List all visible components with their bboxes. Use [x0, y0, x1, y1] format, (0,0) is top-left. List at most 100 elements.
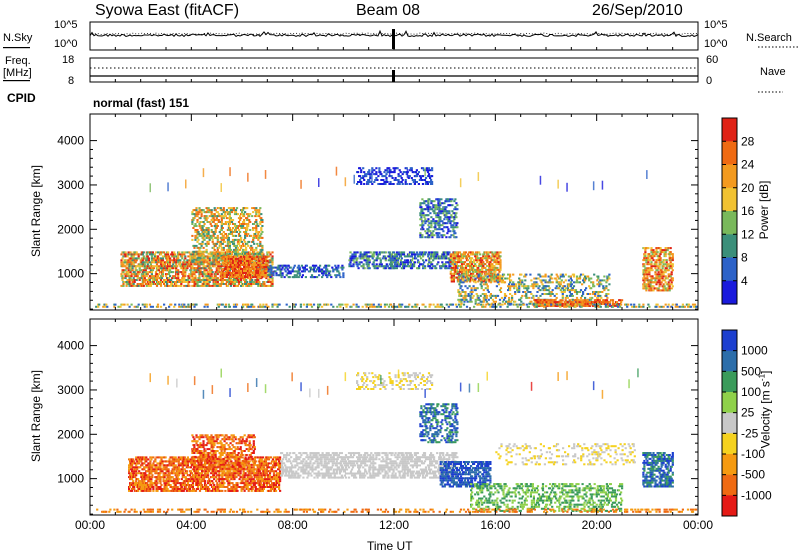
- data-cell: [524, 285, 527, 288]
- data-cell: [215, 271, 218, 274]
- data-cell: [260, 213, 263, 216]
- data-cell: [210, 211, 213, 214]
- data-cell: [318, 266, 321, 269]
- data-cell: [293, 276, 296, 279]
- data-cell: [253, 242, 256, 245]
- data-cell: [501, 300, 505, 303]
- data-cell: [214, 209, 217, 212]
- data-cell: [360, 169, 363, 172]
- data-cell: [407, 253, 411, 256]
- data-cell: [457, 289, 460, 292]
- data-cell: [549, 275, 552, 278]
- data-cell: [452, 257, 455, 260]
- data-cell: [467, 265, 470, 267]
- data-cell: [259, 257, 262, 260]
- data-cell: [399, 171, 402, 174]
- data-cell: [225, 255, 228, 258]
- data-cell: [259, 242, 262, 245]
- data-cell: [196, 221, 199, 223]
- data-cell: [507, 289, 510, 292]
- data-cell: [535, 285, 538, 288]
- data-cell: [241, 223, 244, 225]
- data-cell: [560, 279, 563, 282]
- data-cell: [431, 236, 434, 239]
- data-cell: [384, 251, 387, 254]
- data-cell: [530, 293, 533, 295]
- data-cell: [151, 269, 154, 272]
- data-cell: [257, 254, 260, 257]
- data-cell: [127, 269, 130, 272]
- data-cell: [427, 200, 430, 203]
- data-cell: [480, 276, 483, 279]
- data-cell: [470, 287, 473, 290]
- data-cell: [259, 234, 262, 237]
- data-cell: [144, 279, 147, 281]
- data-cell: [616, 301, 619, 304]
- data-cell: [438, 206, 441, 209]
- data-cell: [532, 285, 535, 288]
- data-cell: [384, 169, 387, 172]
- data-cell: [606, 277, 609, 280]
- data-cell: [551, 281, 554, 284]
- data-cell: [428, 253, 431, 256]
- data-cell: [499, 261, 502, 264]
- data-cell: [582, 279, 585, 282]
- data-cell: [195, 263, 198, 266]
- data-cell: [437, 220, 440, 223]
- data-cell: [234, 260, 238, 262]
- data-cell: [419, 255, 422, 258]
- data-cell: [422, 228, 425, 231]
- data-cell: [247, 244, 250, 247]
- data-cell: [191, 273, 194, 276]
- data-cell: [124, 265, 127, 268]
- data-cell: [321, 268, 324, 271]
- data-cell: [544, 281, 547, 284]
- data-cell: [146, 251, 149, 254]
- data-cell: [508, 277, 511, 280]
- data-cell: [436, 251, 439, 254]
- data-cell: [271, 279, 274, 281]
- data-cell: [193, 273, 196, 276]
- data-cell: [147, 277, 150, 280]
- data-cell: [223, 260, 226, 262]
- data-cell: [472, 251, 475, 254]
- data-cell: [180, 284, 183, 287]
- data-cell: [186, 281, 189, 283]
- data-cell: [357, 267, 360, 270]
- data-cell: [476, 253, 479, 256]
- data-cell: [175, 269, 178, 272]
- data-cell: [438, 228, 441, 231]
- data-cell: [225, 209, 228, 212]
- data-cell: [254, 276, 257, 279]
- data-cell: [128, 261, 131, 264]
- data-cell: [237, 260, 241, 262]
- data-cell: [181, 273, 184, 276]
- data-cell: [304, 276, 307, 279]
- data-cell: [601, 279, 604, 282]
- data-cell: [255, 221, 258, 223]
- data-cell: [398, 183, 401, 185]
- data-cell: [293, 270, 296, 273]
- data-cell: [497, 283, 501, 286]
- data-cell: [453, 212, 456, 215]
- data-cell: [219, 277, 222, 280]
- data-cell: [502, 273, 506, 276]
- data-cell: [464, 293, 467, 295]
- data-cell: [468, 268, 471, 271]
- data-cell: [486, 285, 489, 288]
- data-cell: [224, 283, 227, 285]
- data-cell: [146, 273, 149, 276]
- data-cell: [231, 266, 235, 268]
- data-cell: [453, 255, 456, 258]
- data-cell: [257, 284, 260, 287]
- data-cell: [249, 221, 252, 223]
- data-cell: [143, 265, 146, 268]
- data-cell: [225, 221, 228, 223]
- data-cell: [207, 279, 210, 281]
- data-cell: [385, 263, 388, 266]
- data-cell: [220, 229, 223, 231]
- data-cell: [416, 253, 419, 256]
- data-cell: [472, 285, 475, 288]
- data-cell: [233, 266, 237, 268]
- data-cell: [287, 264, 290, 267]
